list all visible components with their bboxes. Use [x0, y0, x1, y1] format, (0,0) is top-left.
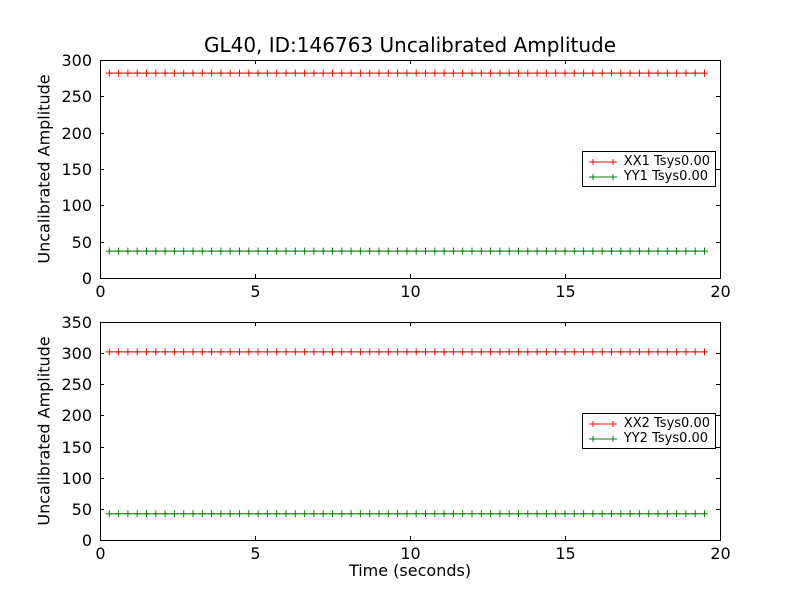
legend: XX2 Tsys0.00 YY2 Tsys0.00 [581, 413, 716, 449]
y-tick-label: 300 [61, 50, 92, 70]
x-tick-label: 20 [710, 544, 731, 563]
legend-line-sample [588, 420, 617, 427]
y-tick-label: 150 [61, 159, 92, 179]
legend-line-sample [588, 158, 617, 165]
y-tick-label: 0 [81, 268, 92, 288]
x-tick-label: 15 [555, 544, 576, 563]
x-tick-label: 10 [400, 282, 421, 301]
legend-entry: YY2 Tsys0.00 [588, 431, 710, 446]
legend-line-sample [588, 173, 617, 180]
x-tick-label: 0 [95, 282, 106, 301]
legend-entry: XX1 Tsys0.00 [588, 154, 710, 169]
y-tick-label: 200 [61, 123, 92, 143]
data-markers [105, 69, 708, 77]
x-tick-label: 15 [555, 282, 576, 301]
y-tick-label: 250 [61, 374, 92, 394]
x-tick-label: 0 [95, 544, 106, 563]
y-tick-label: 0 [81, 530, 92, 550]
y-tick-label: 300 [61, 343, 92, 363]
x-tick-label: 20 [710, 282, 731, 301]
y-tick-label: 200 [61, 405, 92, 425]
x-tick-label: 5 [250, 544, 261, 563]
x-axis-label: Time (seconds) [348, 561, 472, 580]
y-tick-label: 50 [71, 499, 92, 519]
figure-title: GL40, ID:146763 Uncalibrated Amplitude [203, 33, 617, 57]
legend-label: XX1 Tsys0.00 [623, 154, 710, 169]
legend-label: YY2 Tsys0.00 [623, 431, 709, 446]
legend-entry: XX2 Tsys0.00 [588, 416, 710, 431]
y-tick-label: 100 [61, 195, 92, 215]
y-tick-label: 350 [61, 312, 92, 332]
legend-line-sample [588, 435, 617, 442]
y-tick-label: 50 [71, 232, 92, 252]
y-axis-label-bottom: Uncalibrated Amplitude [34, 336, 54, 526]
data-markers [105, 348, 708, 356]
legend-label: YY1 Tsys0.00 [623, 169, 709, 184]
data-markers [105, 247, 708, 255]
y-tick-label: 100 [61, 468, 92, 488]
legend-label: XX2 Tsys0.00 [623, 416, 710, 431]
x-tick-label: 10 [400, 544, 421, 563]
legend: XX1 Tsys0.00 YY1 Tsys0.00 [581, 151, 716, 187]
x-tick-label: 5 [250, 282, 261, 301]
legend-entry: YY1 Tsys0.00 [588, 169, 710, 184]
y-tick-label: 250 [61, 86, 92, 106]
data-markers [105, 510, 708, 518]
y-tick-label: 150 [61, 437, 92, 457]
